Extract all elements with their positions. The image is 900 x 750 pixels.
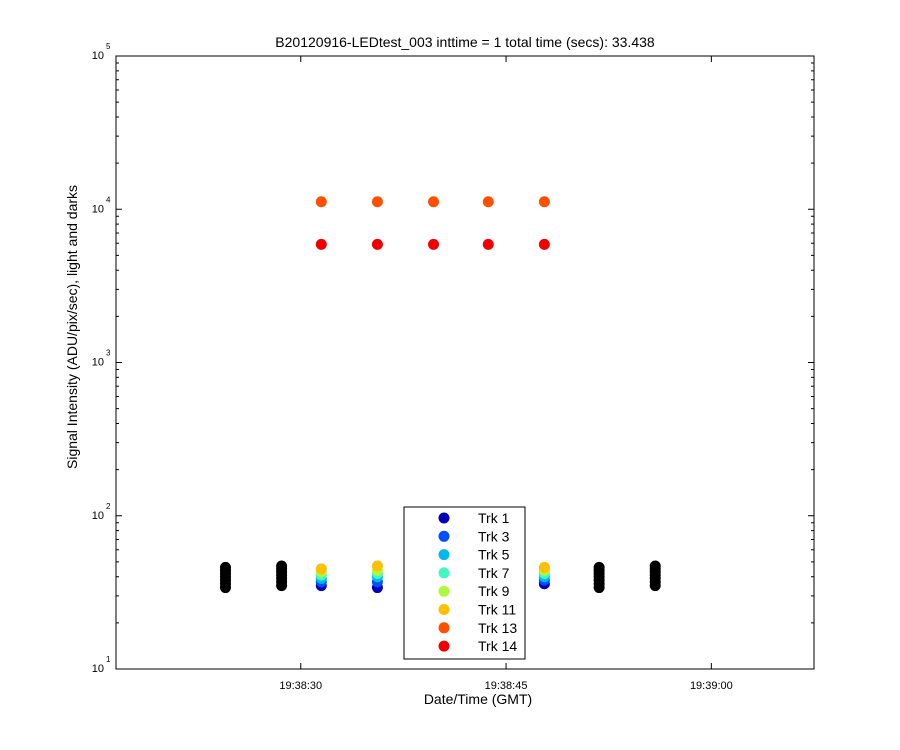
legend-box — [403, 506, 526, 660]
legend-marker — [438, 585, 450, 597]
point-trk-13 — [538, 196, 550, 208]
point-trk-14 — [538, 238, 550, 250]
y-tick-label: 10 — [92, 203, 104, 215]
point-trk-13 — [315, 196, 327, 208]
data-points — [219, 196, 661, 594]
y-tick-label: 10 — [92, 357, 104, 369]
x-tick-label: 19:38:30 — [279, 680, 322, 692]
legend-label: Trk 13 — [478, 620, 517, 636]
legend-label: Trk 9 — [478, 583, 510, 599]
legend-label: Trk 7 — [478, 565, 510, 581]
point-trk-11 — [371, 560, 383, 572]
legend-marker — [438, 530, 450, 542]
point-trk-14 — [315, 238, 327, 250]
point-trk-11 — [315, 563, 327, 575]
y-tick-label: 10 — [92, 663, 104, 675]
x-tick-label: 19:38:45 — [485, 680, 528, 692]
point-trk-14 — [428, 238, 440, 250]
legend-marker — [438, 549, 450, 561]
legend-label: Trk 1 — [478, 510, 510, 526]
legend-marker — [438, 604, 450, 615]
dark-point — [219, 561, 231, 573]
y-tick-label: 10 — [92, 50, 104, 62]
y-tick-exponent: 1 — [106, 655, 111, 664]
point-trk-13 — [428, 196, 440, 208]
legend-label: Trk 11 — [478, 602, 516, 618]
x-axis-label: Date/Time (GMT) — [424, 691, 532, 707]
legend-label: Trk 14 — [478, 638, 517, 654]
point-trk-13 — [371, 196, 383, 208]
point-trk-14 — [371, 238, 383, 250]
legend-label: Trk 3 — [478, 528, 510, 544]
legend-marker — [438, 622, 450, 634]
point-trk-14 — [482, 238, 494, 250]
chart-title: B20120916-LEDtest_003 inttime = 1 total … — [275, 34, 655, 50]
legend-marker — [438, 512, 450, 524]
legend: Trk 1 Trk 3 Trk 5 Trk 7 Trk 9 Trk 11 Trk 13 Trk… — [403, 506, 526, 660]
y-tick-exponent: 2 — [106, 502, 111, 511]
y-tick-label: 10 — [92, 510, 104, 522]
y-axis-label: Signal Intensity (ADU/pix/sec), light an… — [64, 185, 80, 469]
dark-point — [276, 560, 288, 572]
x-tick-label: 19:39:00 — [690, 680, 733, 692]
legend-marker — [438, 567, 450, 579]
y-tick-exponent: 4 — [106, 195, 111, 204]
legend-marker — [438, 640, 450, 652]
dark-point — [593, 561, 605, 573]
point-trk-11 — [538, 561, 550, 573]
legend-label: Trk 5 — [478, 547, 510, 563]
y-tick-exponent: 3 — [106, 349, 111, 358]
x-axis: 19:38:30 19:38:45 19:39:00 — [279, 56, 733, 692]
dark-point — [649, 560, 661, 572]
y-tick-exponent: 5 — [106, 42, 111, 51]
point-trk-13 — [482, 196, 494, 208]
